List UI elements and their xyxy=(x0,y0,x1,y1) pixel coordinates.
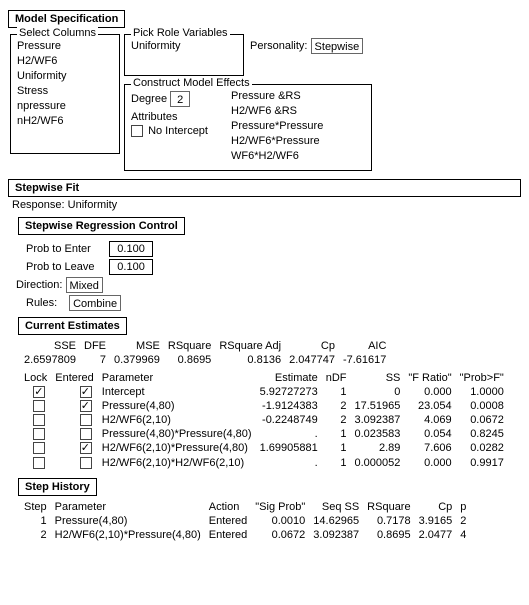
select-columns-label: Select Columns xyxy=(17,27,98,39)
current-estimates-title: Current Estimates xyxy=(18,317,127,335)
checkbox[interactable] xyxy=(33,414,45,426)
checkbox[interactable] xyxy=(80,428,92,440)
prob-enter-label: Prob to Enter xyxy=(26,243,106,255)
list-item[interactable]: Uniformity xyxy=(17,69,113,84)
select-columns-list[interactable]: PressureH2/WF6UniformityStressnpressuren… xyxy=(17,39,113,129)
prob-leave-label: Prob to Leave xyxy=(26,261,106,273)
list-item[interactable]: nH2/WF6 xyxy=(17,114,113,129)
pick-role-list[interactable]: Uniformity xyxy=(131,39,237,54)
list-item[interactable]: H2/WF6*Pressure xyxy=(231,134,323,149)
pick-role-label: Pick Role Variables xyxy=(131,27,230,39)
table-row: Intercept5.92727273100.0001.0000 xyxy=(22,385,510,399)
direction-value[interactable]: Mixed xyxy=(66,277,103,293)
table-row: Pressure(4,80)*Pressure(4,80).10.0235830… xyxy=(22,427,510,441)
checkbox[interactable] xyxy=(80,414,92,426)
table-row: H2/WF6(2,10)*Pressure(4,80)1.6990588112.… xyxy=(22,441,510,455)
step-history-title: Step History xyxy=(18,478,97,496)
degree-label: Degree xyxy=(131,93,167,105)
construct-label: Construct Model Effects xyxy=(131,77,252,89)
list-item[interactable]: Uniformity xyxy=(131,39,237,54)
degree-value[interactable]: 2 xyxy=(170,91,190,107)
table-row: 2H2/WF6(2,10)*Pressure(4,80)Entered0.067… xyxy=(22,528,472,542)
model-spec-title: Model Specification xyxy=(8,10,125,28)
checkbox[interactable] xyxy=(80,400,92,412)
prob-enter-input[interactable] xyxy=(109,241,153,257)
checkbox[interactable] xyxy=(33,428,45,440)
prob-leave-input[interactable] xyxy=(109,259,153,275)
checkbox[interactable] xyxy=(33,442,45,454)
checkbox[interactable] xyxy=(80,442,92,454)
table-row: 1Pressure(4,80)Entered0.001014.629650.71… xyxy=(22,514,472,528)
list-item[interactable]: Pressure &RS xyxy=(231,89,323,104)
step-history-table: StepParameterAction"Sig Prob"Seq SSRSqua… xyxy=(22,500,472,542)
estimates-table: LockEnteredParameterEstimatenDFSS"F Rati… xyxy=(22,371,510,470)
list-item[interactable]: Pressure xyxy=(17,39,113,54)
stepwise-control-title: Stepwise Regression Control xyxy=(18,217,185,235)
list-item[interactable]: npressure xyxy=(17,99,113,114)
table-row: Pressure(4,80)-1.9124383217.5196523.0540… xyxy=(22,399,510,413)
table-row: H2/WF6(2,10)-0.224874923.0923874.0690.06… xyxy=(22,413,510,427)
checkbox[interactable] xyxy=(80,386,92,398)
checkbox[interactable] xyxy=(80,457,92,469)
response-value: Uniformity xyxy=(68,199,118,211)
table-row: H2/WF6(2,10)*H2/WF6(2,10).10.0000520.000… xyxy=(22,455,510,469)
list-item[interactable]: Pressure*Pressure xyxy=(231,119,323,134)
no-intercept-checkbox[interactable] xyxy=(131,125,143,137)
list-item[interactable]: WF6*H2/WF6 xyxy=(231,149,323,164)
checkbox[interactable] xyxy=(33,400,45,412)
effects-list[interactable]: Pressure &RSH2/WF6 &RSPressure*PressureH… xyxy=(231,89,323,164)
rules-label: Rules: xyxy=(26,297,66,309)
personality-value[interactable]: Stepwise xyxy=(311,38,364,54)
stepwise-fit-title: Stepwise Fit xyxy=(8,179,521,197)
personality-label: Personality: xyxy=(250,40,307,52)
attributes-label: Attributes xyxy=(131,111,231,123)
rules-value[interactable]: Combine xyxy=(69,295,121,311)
summary-table: SSEDFEMSERSquareRSquare AdjCpAIC 2.65978… xyxy=(22,339,392,367)
response-label: Response: xyxy=(12,199,65,211)
list-item[interactable]: Stress xyxy=(17,84,113,99)
checkbox[interactable] xyxy=(33,386,45,398)
direction-label: Direction: xyxy=(16,279,62,291)
list-item[interactable]: H2/WF6 xyxy=(17,54,113,69)
no-intercept-label: No Intercept xyxy=(148,125,208,137)
list-item[interactable]: H2/WF6 &RS xyxy=(231,104,323,119)
checkbox[interactable] xyxy=(33,457,45,469)
